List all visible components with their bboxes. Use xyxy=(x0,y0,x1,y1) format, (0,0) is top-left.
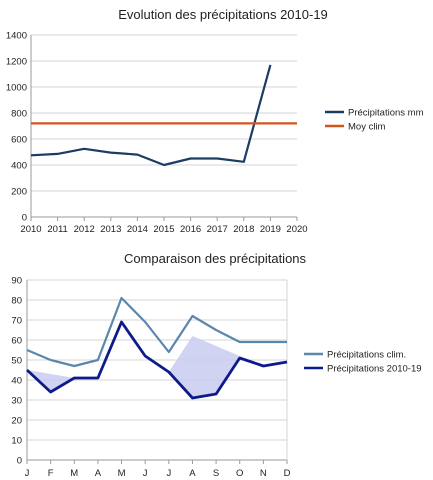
x-tick-label: 2016 xyxy=(180,224,201,235)
y-tick-label: 10 xyxy=(11,436,22,447)
x-tick-label: J xyxy=(25,468,30,479)
x-tick-label: S xyxy=(213,468,219,479)
series-line-1 xyxy=(26,296,287,368)
series-line-1 xyxy=(30,64,272,167)
y-tick-label: 600 xyxy=(11,135,27,146)
x-tick-label: 2019 xyxy=(260,224,281,235)
x-tick-label: 2015 xyxy=(153,224,174,235)
x-tick-label: J xyxy=(143,468,148,479)
x-tick-label: 2014 xyxy=(127,224,148,235)
deficit-area xyxy=(27,370,75,392)
y-tick-label: 0 xyxy=(17,456,22,467)
y-tick-label: 70 xyxy=(11,316,22,327)
chart-comparaison: Comparaison des précipitations 0 10 20 30 40… xyxy=(11,251,421,480)
x-tick-label: A xyxy=(95,468,102,479)
x-tick-label: 2018 xyxy=(233,224,254,235)
x-tick-label: D xyxy=(284,468,291,479)
x-tick-label: F xyxy=(48,468,54,479)
x-tick-label: 2017 xyxy=(207,224,228,235)
chart-evolution: Evolution des précipitations 2010-19 020… xyxy=(6,7,424,236)
y-tick-label: 80 xyxy=(11,296,22,307)
deficit-area xyxy=(168,336,240,398)
y-tick-label: 20 xyxy=(11,416,22,427)
x-tick-label: 2011 xyxy=(47,224,67,235)
y-tick-label: 200 xyxy=(11,187,27,198)
x-tick-label: O xyxy=(236,468,243,479)
x-tick-label: 2013 xyxy=(100,224,121,235)
x-tick-label: M xyxy=(118,468,126,479)
x-tick-label: 2020 xyxy=(286,224,307,235)
y-tick-label: 1400 xyxy=(6,31,27,42)
y-tick-label: 800 xyxy=(11,109,27,120)
chart-title: Evolution des précipitations 2010-19 xyxy=(118,7,328,22)
plot-area: 0 10 20 30 40 50 60 70 80 90 J F M A M J J A S O N D Précipita… xyxy=(11,276,421,480)
y-tick-label: 60 xyxy=(11,336,22,347)
x-tick-label: 2012 xyxy=(74,224,95,235)
y-tick-label: 1000 xyxy=(6,83,27,94)
x-tick-label: 2010 xyxy=(20,224,41,235)
legend-label: Précipitations 2010-19 xyxy=(327,364,422,375)
y-tick-label: 90 xyxy=(11,276,22,287)
legend-label: Précipitations clim. xyxy=(327,350,406,361)
y-tick-label: 0 xyxy=(22,213,27,224)
plot-area: 0 200 400 600 800 1000 1200 1400 2010 2011 2012 201… xyxy=(6,31,424,236)
series-line-2 xyxy=(26,320,288,400)
y-tick-label: 1200 xyxy=(6,57,27,68)
legend-label: Précipitations mm xyxy=(348,108,424,119)
y-tick-label: 40 xyxy=(11,376,22,387)
x-tick-label: J xyxy=(166,468,171,479)
y-tick-label: 400 xyxy=(11,161,27,172)
y-tick-label: 30 xyxy=(11,396,22,407)
chart-title: Comparaison des précipitations xyxy=(124,251,307,266)
legend-label: Moy clim xyxy=(348,122,386,133)
x-tick-label: A xyxy=(189,468,196,479)
x-tick-label: N xyxy=(260,468,267,479)
x-tick-label: M xyxy=(70,468,78,479)
y-tick-label: 50 xyxy=(11,356,22,367)
